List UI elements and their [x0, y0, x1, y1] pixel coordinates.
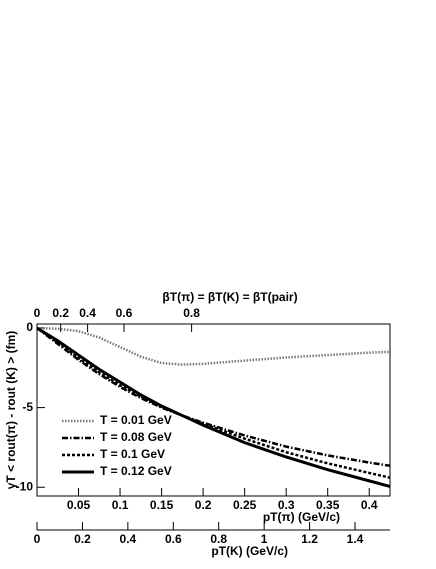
series-line — [36, 326, 391, 366]
x-tick-label: 0.4 — [361, 498, 378, 512]
legend-label: T = 0.1 GeV — [100, 447, 165, 461]
series-line — [36, 326, 391, 488]
xk-tick-label: 0.2 — [74, 532, 91, 546]
xk-tick-label: 0.6 — [165, 532, 182, 546]
x-tick-label: 0.2 — [195, 498, 212, 512]
xk-tick-label: 0.8 — [210, 532, 227, 546]
plot-frame — [36, 323, 391, 497]
xk-tick-label: 1 — [261, 532, 268, 546]
y-tick-label: 0 — [26, 320, 33, 334]
legend-label: T = 0.08 GeV — [100, 430, 172, 444]
x-tick-label: 0.35 — [316, 498, 340, 512]
legend-label: T = 0.01 GeV — [100, 413, 172, 427]
x2-tick-label: 0.2 — [52, 306, 69, 320]
series-line — [36, 326, 391, 467]
y-tick-label: -5 — [22, 400, 33, 414]
legend-label: T = 0.12 GeV — [100, 464, 172, 478]
xk-axis-title: pT(K) (GeV/c) — [211, 544, 288, 558]
x-tick-label: 0.1 — [112, 498, 129, 512]
xk-tick-label: 0 — [34, 532, 41, 546]
x2-tick-label: 0.6 — [116, 306, 133, 320]
y-tick-label: -10 — [16, 479, 34, 493]
x-tick-label: 0.25 — [233, 498, 257, 512]
x2-tick-label: 0.4 — [79, 306, 96, 320]
x-tick-label: 0.15 — [150, 498, 174, 512]
xk-tick-label: 1.4 — [347, 532, 364, 546]
xk-tick-label: 1.2 — [301, 532, 318, 546]
top-axis-title: βT(π) = βT(K) = βT(pair) — [162, 290, 297, 304]
x2-tick-label: 0.8 — [183, 306, 200, 320]
x-tick-label: 0.05 — [67, 498, 91, 512]
x-axis-title: pT(π) (GeV/c) — [263, 510, 340, 524]
x-tick-label: 0.3 — [278, 498, 295, 512]
series-line — [36, 326, 391, 479]
xk-tick-label: 0.4 — [120, 532, 137, 546]
x2-tick-label: 0 — [34, 306, 41, 320]
y-axis-title: γT < rout(π) - rout (K) > (fm) — [4, 331, 18, 490]
